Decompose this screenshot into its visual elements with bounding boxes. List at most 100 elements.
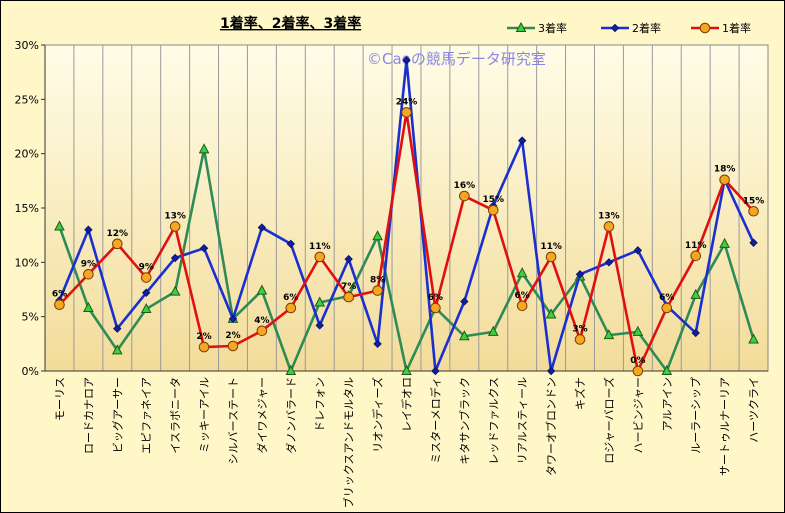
data-label: 6%: [659, 293, 674, 303]
x-tick-label: キズナ: [573, 377, 587, 410]
data-label: 12%: [107, 229, 129, 239]
diamond-marker: [315, 321, 324, 330]
x-tick-label: ダノンバラード: [284, 377, 298, 454]
triangle-marker: [748, 333, 759, 344]
triangle-marker: [515, 21, 527, 32]
circle-marker: [603, 221, 615, 232]
x-tick-label: ドレフォン: [314, 377, 327, 432]
watermark-text: ©Caoの競馬データ研究室: [367, 50, 546, 68]
diamond-marker: [257, 223, 267, 232]
data-label: 6%: [428, 293, 443, 303]
y-tick-label: 30%: [15, 39, 39, 52]
legend-label: 3着率: [538, 21, 567, 35]
diamond-marker: [517, 136, 527, 145]
legend-label: 1着率: [722, 21, 751, 35]
x-tick-label: キタサンブラック: [457, 377, 471, 465]
x-tick-label: ミッキーアイル: [198, 377, 211, 453]
series-group: 6% 9% 12% 9% 13% 2% 2% 4% 6% 11% 7% 8% 24% 6% 16% 15% 6%…: [52, 56, 764, 377]
circle-marker: [690, 250, 702, 262]
circle-marker: [314, 251, 326, 263]
legend-item: 1着率: [691, 21, 751, 35]
circle-marker: [112, 238, 123, 250]
triangle-marker: [54, 220, 65, 231]
x-tick-label: ブリックスアンドモルタル: [342, 377, 356, 508]
circle-marker: [487, 204, 499, 216]
data-label: 6%: [515, 291, 530, 301]
data-label: 24%: [396, 97, 418, 107]
y-tick-label: 0%: [22, 365, 39, 378]
circle-marker: [198, 341, 210, 353]
triangle-marker: [314, 296, 326, 307]
circle-marker: [545, 251, 557, 263]
diamond-marker: [402, 56, 411, 65]
x-tick-label: エピファネイア: [140, 377, 153, 454]
data-label: 11%: [685, 241, 707, 251]
diamond-marker: [286, 239, 296, 249]
diamond-marker: [546, 366, 556, 376]
x-tick-label: モーリス: [53, 377, 66, 421]
y-axis: 0% 5% 10% 15% 20% 25% 30%: [15, 39, 46, 378]
diamond-marker: [575, 270, 585, 279]
x-tick-label: リアルスティール: [516, 377, 529, 464]
triangle-marker: [661, 364, 673, 375]
triangle-marker: [401, 364, 412, 375]
triangle-marker: [603, 329, 615, 340]
diamond-marker: [691, 328, 700, 338]
x-tick-label: ロードカナロア: [82, 377, 95, 454]
triangle-marker: [690, 288, 702, 299]
diamond-marker: [84, 225, 93, 234]
data-label: 18%: [714, 165, 736, 175]
triangle-marker: [719, 237, 730, 248]
x-tick-label: リオンディーズ: [371, 377, 385, 453]
triangle-marker: [256, 284, 268, 295]
diamond-marker: [344, 254, 353, 264]
circle-marker: [661, 302, 673, 314]
data-label: 2%: [225, 331, 240, 341]
x-tick-label: ビッグアーサー: [110, 377, 124, 453]
x-tick-label: レッドファルクス: [487, 377, 500, 465]
x-tick-label: アルアイン: [661, 377, 674, 431]
triangle-marker: [459, 330, 470, 341]
circle-marker: [227, 340, 239, 352]
triangle-marker: [516, 267, 528, 278]
circle-marker: [54, 299, 65, 311]
data-label: 7%: [341, 282, 356, 292]
data-label: 9%: [139, 263, 154, 273]
data-label: 13%: [164, 211, 186, 221]
circle-marker: [83, 268, 94, 280]
diamond-marker: [633, 246, 643, 255]
x-tick-label: ロジャーバローズ: [602, 377, 616, 464]
gridlines: [73, 45, 740, 371]
legend-item: 2着率: [601, 21, 661, 35]
triangle-marker: [285, 364, 297, 375]
x-tick-label: ミスターメロディ: [428, 377, 442, 464]
x-tick-label: イスラボニータ: [169, 377, 182, 454]
triangle-marker: [632, 325, 644, 336]
circle-marker: [516, 300, 528, 312]
data-label: 16%: [454, 181, 476, 191]
data-label: 11%: [540, 242, 562, 252]
x-tick-label: サートゥルナーリア: [719, 377, 732, 476]
data-label: 11%: [309, 242, 331, 252]
triangle-marker: [111, 344, 123, 355]
triangle-marker: [545, 308, 557, 319]
data-label: 9%: [81, 259, 96, 269]
x-tick-label: シルバーステート: [227, 377, 240, 464]
data-label: 13%: [598, 211, 620, 221]
data-label: 2%: [196, 332, 211, 342]
diamond-marker: [228, 314, 238, 324]
y-tick-label: 5%: [22, 311, 39, 324]
circle-marker: [719, 174, 730, 186]
triangle-marker: [140, 302, 152, 314]
circle-marker: [699, 22, 711, 34]
x-tick-label: ルーラーシップ: [690, 377, 703, 454]
triangle-marker: [169, 285, 181, 296]
circle-marker: [256, 325, 268, 337]
diamond-marker: [460, 297, 469, 306]
x-axis: モーリス ロードカナロア ビッグアーサー エピファネイア イスラボニータ ミッキーアイル シ…: [45, 370, 768, 508]
circle-marker: [343, 291, 354, 303]
series-3: 6% 9% 12% 9% 13% 2% 2% 4% 6% 11% 7% 8% 24% 6% 16% 15% 6%…: [52, 97, 764, 377]
y-tick-label: 25%: [15, 93, 39, 106]
